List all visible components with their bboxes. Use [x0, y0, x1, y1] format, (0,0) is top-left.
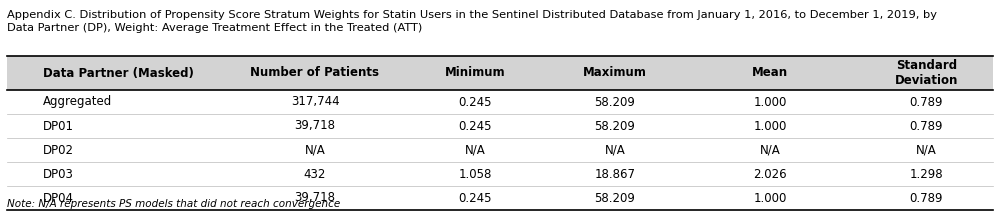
- Text: 1.000: 1.000: [753, 96, 787, 108]
- Text: 2.026: 2.026: [753, 168, 787, 180]
- Text: Minimum: Minimum: [445, 66, 505, 80]
- Text: N/A: N/A: [605, 143, 625, 157]
- Text: N/A: N/A: [760, 143, 780, 157]
- Text: 0.789: 0.789: [910, 96, 943, 108]
- Text: 432: 432: [304, 168, 326, 180]
- Bar: [7, 90, 993, 114]
- Bar: [7, 162, 993, 186]
- Text: DP02: DP02: [43, 143, 74, 157]
- Text: 0.789: 0.789: [910, 192, 943, 204]
- Text: 18.867: 18.867: [594, 168, 636, 180]
- Text: 317,744: 317,744: [291, 96, 339, 108]
- Text: 1.000: 1.000: [753, 192, 787, 204]
- Bar: [7, 186, 993, 210]
- Bar: [7, 114, 993, 138]
- Text: Data Partner (DP), Weight: Average Treatment Effect in the Treated (ATT): Data Partner (DP), Weight: Average Treat…: [7, 23, 422, 33]
- Bar: [7, 138, 993, 162]
- Text: 0.245: 0.245: [458, 96, 492, 108]
- Text: N/A: N/A: [916, 143, 937, 157]
- Text: Number of Patients: Number of Patients: [250, 66, 380, 80]
- Text: 1.058: 1.058: [458, 168, 492, 180]
- Text: Maximum: Maximum: [583, 66, 647, 80]
- Text: 39,718: 39,718: [294, 192, 336, 204]
- Text: Standard
Deviation: Standard Deviation: [895, 59, 958, 87]
- Text: Data Partner (Masked): Data Partner (Masked): [43, 66, 194, 80]
- Text: DP03: DP03: [43, 168, 74, 180]
- Text: 0.789: 0.789: [910, 119, 943, 133]
- Text: N/A: N/A: [465, 143, 485, 157]
- Text: 58.209: 58.209: [595, 119, 635, 133]
- Text: DP01: DP01: [43, 119, 74, 133]
- Text: 0.245: 0.245: [458, 192, 492, 204]
- Text: 58.209: 58.209: [595, 192, 635, 204]
- Text: 1.000: 1.000: [753, 119, 787, 133]
- Text: Appendix C. Distribution of Propensity Score Stratum Weights for Statin Users in: Appendix C. Distribution of Propensity S…: [7, 10, 937, 20]
- Text: N/A: N/A: [305, 143, 325, 157]
- Text: Mean: Mean: [752, 66, 788, 80]
- Text: Aggregated: Aggregated: [43, 96, 112, 108]
- Text: DP04: DP04: [43, 192, 74, 204]
- Text: 58.209: 58.209: [595, 96, 635, 108]
- Text: Note: N/A represents PS models that did not reach convergence: Note: N/A represents PS models that did …: [7, 199, 340, 209]
- Text: 0.245: 0.245: [458, 119, 492, 133]
- Text: 39,718: 39,718: [294, 119, 336, 133]
- Text: 1.298: 1.298: [910, 168, 943, 180]
- Bar: [7, 56, 993, 90]
